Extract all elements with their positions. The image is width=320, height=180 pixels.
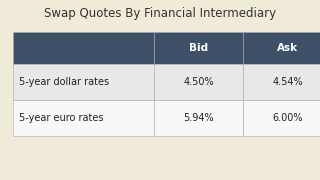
- FancyBboxPatch shape: [243, 64, 320, 100]
- FancyBboxPatch shape: [154, 64, 243, 100]
- FancyBboxPatch shape: [154, 100, 243, 136]
- Text: 5-year euro rates: 5-year euro rates: [19, 113, 104, 123]
- Text: 6.00%: 6.00%: [273, 113, 303, 123]
- FancyBboxPatch shape: [13, 32, 154, 64]
- FancyBboxPatch shape: [243, 32, 320, 64]
- FancyBboxPatch shape: [13, 100, 154, 136]
- FancyBboxPatch shape: [13, 64, 154, 100]
- Text: Ask: Ask: [277, 43, 299, 53]
- FancyBboxPatch shape: [154, 32, 243, 64]
- FancyBboxPatch shape: [243, 100, 320, 136]
- Text: 5-year dollar rates: 5-year dollar rates: [19, 77, 109, 87]
- Text: 4.50%: 4.50%: [183, 77, 214, 87]
- Text: Swap Quotes By Financial Intermediary: Swap Quotes By Financial Intermediary: [44, 7, 276, 20]
- Text: Bid: Bid: [189, 43, 208, 53]
- Text: 5.94%: 5.94%: [183, 113, 214, 123]
- Text: 4.54%: 4.54%: [273, 77, 303, 87]
